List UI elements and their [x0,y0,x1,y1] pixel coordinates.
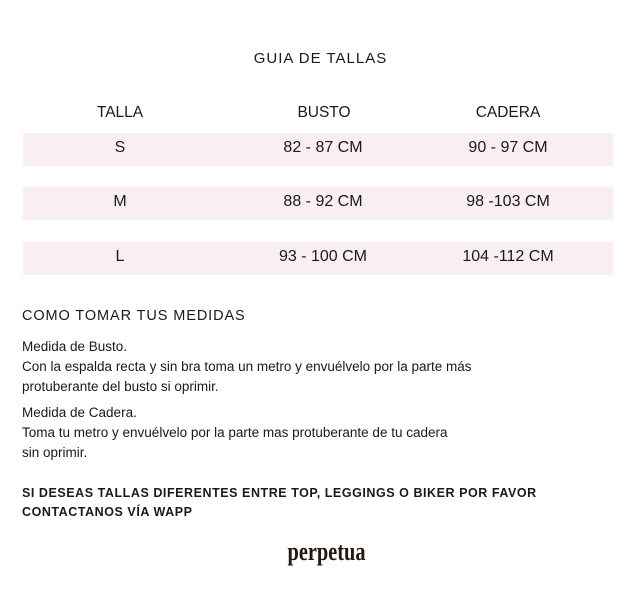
svg-text:perpetua: perpetua [288,537,366,566]
